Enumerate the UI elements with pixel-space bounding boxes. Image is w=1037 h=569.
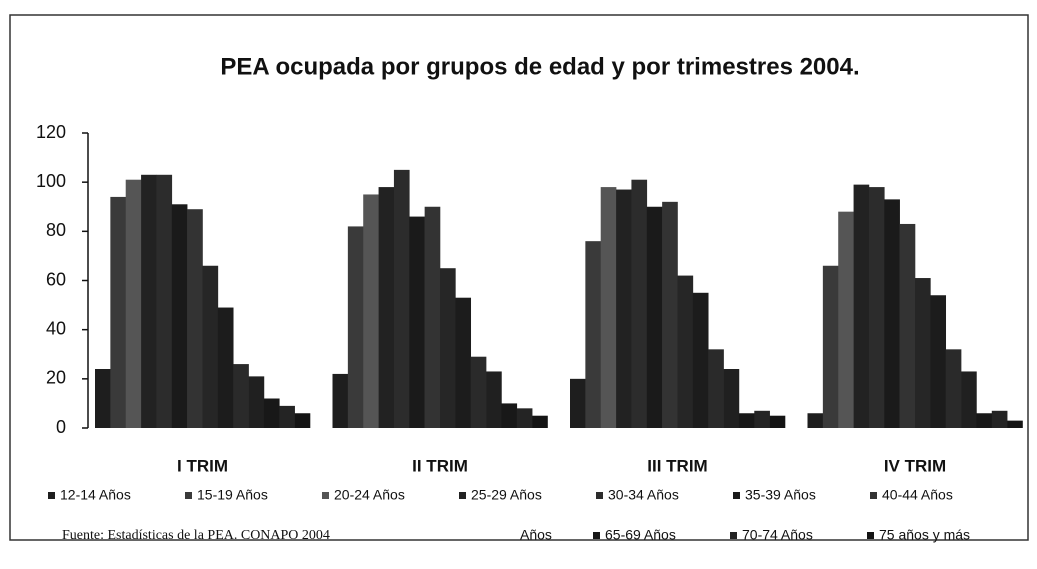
bar: [853, 184, 870, 428]
bar: [532, 415, 548, 428]
bar: [440, 268, 456, 428]
bar: [868, 187, 885, 428]
bar: [769, 415, 786, 428]
bar: [110, 196, 127, 428]
legend-swatch: [459, 492, 466, 499]
source-note: Fuente: Estadísticas de la PEA. CONAPO 2…: [62, 528, 330, 543]
legend-label: 15-19 Años: [197, 487, 268, 503]
bar: [393, 169, 410, 428]
bar: [838, 211, 854, 428]
legend-label: 12-14 Años: [60, 487, 131, 503]
bar: [171, 204, 188, 428]
y-tick-label: 0: [56, 417, 66, 437]
bar: [945, 349, 962, 428]
bar: [141, 174, 157, 428]
bar: [991, 410, 1008, 428]
bar: [822, 265, 839, 428]
bar: [248, 376, 265, 428]
bar: [723, 369, 740, 428]
bar: [585, 241, 602, 428]
bar: [233, 364, 249, 428]
y-tick-label: 80: [46, 220, 66, 240]
bar: [378, 187, 395, 428]
bar: [125, 179, 142, 428]
legend-swatch: [596, 492, 603, 499]
bar: [363, 194, 379, 428]
bar: [976, 413, 993, 428]
bar: [631, 179, 648, 428]
bar: [156, 174, 173, 428]
bar: [516, 408, 533, 428]
chart-title: PEA ocupada por grupos de edad y por tri…: [220, 53, 859, 80]
legend-label: 40-44 Años: [882, 487, 953, 503]
legend-fragment: Años: [520, 527, 552, 543]
bar: [738, 413, 755, 428]
bar: [424, 206, 441, 428]
bar: [708, 349, 724, 428]
bar: [455, 297, 472, 428]
bar: [677, 275, 694, 428]
y-tick-label: 20: [46, 368, 66, 388]
bar: [294, 413, 311, 428]
bar: [332, 373, 349, 428]
bar: [899, 223, 916, 428]
bar: [616, 189, 632, 428]
x-tick-label: II TRIM: [412, 456, 468, 475]
bar: [930, 295, 947, 428]
bar: [646, 206, 663, 428]
y-tick-label: 120: [36, 122, 66, 142]
bar: [600, 187, 617, 428]
bar: [754, 410, 770, 428]
bar: [95, 369, 111, 428]
legend-swatch: [48, 492, 55, 499]
bar: [486, 371, 502, 428]
bar: [409, 216, 425, 428]
legend-label: 65-69 Años: [605, 527, 676, 543]
legend-label: 35-39 Años: [745, 487, 816, 503]
legend-swatch: [870, 492, 877, 499]
legend-swatch: [185, 492, 192, 499]
bar: [570, 378, 586, 428]
bar: [662, 201, 678, 428]
y-tick-label: 60: [46, 269, 66, 289]
bar: [202, 265, 219, 428]
bar: [961, 371, 977, 428]
legend-label: 25-29 Años: [471, 487, 542, 503]
bar: [347, 226, 364, 428]
x-tick-label: I TRIM: [177, 456, 228, 475]
bar: [470, 356, 487, 428]
legend-label: 75 años y más: [879, 527, 970, 543]
legend-swatch: [593, 532, 600, 539]
bar: [217, 307, 234, 428]
x-tick-label: IV TRIM: [884, 456, 946, 475]
bar: [501, 403, 518, 428]
legend-label: 70-74 Años: [742, 527, 813, 543]
y-tick-label: 100: [36, 171, 66, 191]
bar: [263, 398, 280, 428]
bar: [692, 292, 709, 428]
legend-swatch: [733, 492, 740, 499]
legend-swatch: [867, 532, 874, 539]
bar: [1007, 420, 1023, 428]
bar: [915, 278, 931, 428]
legend-swatch: [322, 492, 329, 499]
legend-label: 30-34 Años: [608, 487, 679, 503]
bar: [884, 199, 900, 428]
y-tick-label: 40: [46, 318, 66, 338]
bar: [807, 413, 824, 428]
x-tick-label: III TRIM: [647, 456, 707, 475]
bar: [187, 209, 203, 428]
bar: [279, 405, 295, 428]
legend-swatch: [730, 532, 737, 539]
legend-label: 20-24 Años: [334, 487, 405, 503]
